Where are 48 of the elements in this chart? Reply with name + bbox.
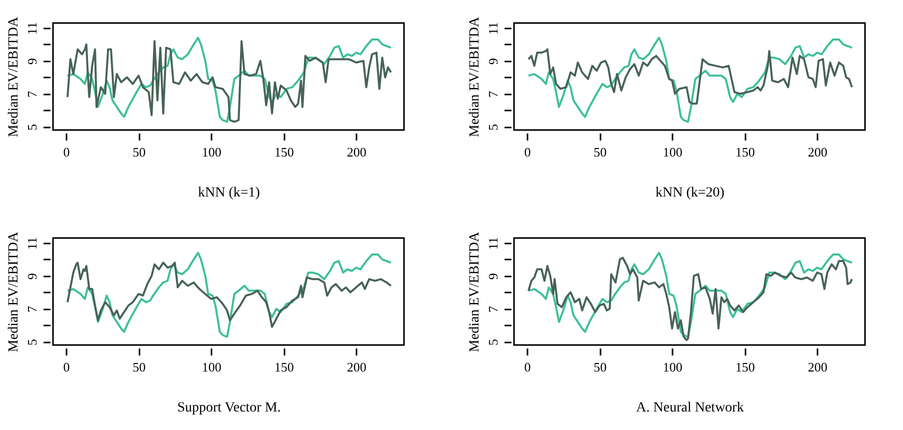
y-axis-title: Median EV/EBITDA [468,16,482,138]
x-tick-label: 50 [132,360,146,374]
y-tick-label: 9 [24,273,40,280]
x-tick-label: 50 [594,144,607,160]
x-tick-label: 200 [346,144,366,160]
y-tick-label: 9 [486,58,500,65]
x-axis-title: Support Vector M. [177,400,281,416]
x-tick-label: 150 [735,360,755,374]
x-axis-title: kNN (k=20) [656,186,725,200]
line-series [66,262,392,328]
y-axis-title: Median EV/EBITDA [6,16,22,138]
y-tick-label: 7 [24,90,40,98]
x-tick-label: 0 [63,144,70,160]
x-tick-label: 0 [524,144,531,160]
x-tick-label: 150 [274,360,294,374]
x-tick-label: 50 [594,360,607,374]
x-tick-label: 100 [662,144,682,160]
x-tick-label: 0 [63,360,70,374]
x-tick-label: 200 [346,360,366,374]
x-axis-title: kNN (k=1) [198,186,260,200]
y-tick-label: 11 [486,22,500,35]
y-axis-title: Median EV/EBITDA [468,231,482,352]
y-tick-label: 9 [486,273,500,280]
x-tick-label: 100 [662,360,682,374]
y-tick-label: 11 [24,22,40,35]
y-tick-label: 7 [486,90,500,98]
y-tick-label: 5 [486,338,500,346]
x-tick-label: 200 [808,144,828,160]
y-tick-label: 5 [24,124,40,130]
x-tick-label: 50 [132,144,146,160]
y-axis-title: Median EV/EBITDA [6,231,22,352]
x-axis-title: A. Neural Network [636,400,744,416]
x-tick-label: 200 [808,360,828,374]
line-series [66,252,392,338]
y-tick-label: 11 [24,237,40,250]
y-tick-label: 9 [24,58,40,65]
x-tick-label: 100 [202,360,222,374]
x-tick-label: 150 [735,144,755,160]
x-tick-label: 150 [274,144,294,160]
y-tick-label: 5 [486,124,500,130]
x-tick-label: 100 [202,144,222,160]
y-tick-label: 7 [24,306,40,313]
y-tick-label: 5 [24,338,40,346]
line-series [528,36,853,123]
y-tick-label: 7 [486,306,500,313]
line-series [528,48,853,105]
x-tick-label: 0 [524,360,531,374]
y-tick-label: 11 [486,237,500,250]
